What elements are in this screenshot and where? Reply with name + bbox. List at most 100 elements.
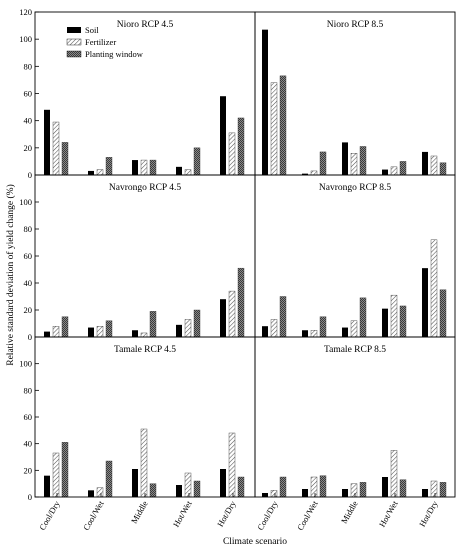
bar xyxy=(262,493,268,497)
y-tick-label: 80 xyxy=(24,385,33,395)
bar xyxy=(132,469,138,497)
panel-title: Navrongo RCP 8.5 xyxy=(319,183,391,193)
legend-label: Planting window xyxy=(85,49,144,59)
bar xyxy=(359,146,367,176)
bar xyxy=(44,109,50,175)
y-tick-label: 20 xyxy=(24,465,33,475)
bar xyxy=(302,489,308,497)
bar xyxy=(310,330,318,338)
bar xyxy=(279,75,287,176)
legend-swatch xyxy=(66,38,82,46)
y-tick-label: 40 xyxy=(24,116,33,126)
bar xyxy=(105,460,113,498)
bar xyxy=(184,472,192,498)
bar xyxy=(220,299,226,337)
y-tick-label: 60 xyxy=(24,89,33,99)
x-tick-label: Cool/Dry xyxy=(255,498,280,531)
bar xyxy=(228,432,236,498)
bar xyxy=(390,294,398,338)
bar xyxy=(220,469,226,497)
bar xyxy=(105,320,113,338)
bar xyxy=(342,142,348,175)
bar xyxy=(149,311,157,338)
y-tick-label: 60 xyxy=(24,251,33,261)
bar xyxy=(52,452,60,498)
bar xyxy=(176,166,182,175)
panel: Navrongo RCP 8.5 xyxy=(254,174,456,338)
bar xyxy=(262,326,268,337)
y-tick-label: 20 xyxy=(24,143,33,153)
bar xyxy=(132,160,138,175)
bar xyxy=(88,490,94,497)
y-axis-title: Relative standard deviation of yield cha… xyxy=(5,184,16,366)
bar xyxy=(342,489,348,497)
panel: 0 20 40 60 80 100 Navrongo RCP 4.5 xyxy=(19,174,256,342)
bar xyxy=(52,121,60,176)
bar xyxy=(430,480,438,498)
bar xyxy=(270,319,278,338)
bar xyxy=(52,326,60,338)
bar xyxy=(184,169,192,176)
panel: Cool/Dry Cool/Wet Middle Hot/Wet Hot/Dry Tama… xyxy=(254,336,456,532)
bar xyxy=(319,475,327,498)
plot-area: 0 20 40 60 80 100 120 Nioro RCP 4.5 Nioro RCP 8.… xyxy=(19,7,456,532)
bar xyxy=(302,330,308,337)
bar xyxy=(44,331,50,337)
bar xyxy=(359,482,367,498)
bar xyxy=(176,324,182,337)
bar xyxy=(399,305,407,338)
bar xyxy=(310,170,318,176)
panel: Nioro RCP 8.5 xyxy=(254,11,456,176)
bar xyxy=(262,29,268,175)
bar xyxy=(220,96,226,175)
bar xyxy=(61,442,69,498)
bar xyxy=(279,476,287,498)
x-tick-label: Cool/Wet xyxy=(295,498,320,532)
x-tick-label: Middle xyxy=(339,499,360,525)
bar xyxy=(237,117,245,176)
bar xyxy=(359,297,367,338)
x-axis-title: Climate scenario xyxy=(223,537,287,547)
panel: 0 20 40 60 80 100 120 Nioro RCP 4.5 xyxy=(19,7,256,180)
panel: 0 20 40 60 80 100 Cool/Dry Cool/Wet Middle Hot/We… xyxy=(19,336,256,532)
y-tick-label: 100 xyxy=(19,197,32,207)
bar xyxy=(193,147,201,176)
y-tick-label: 100 xyxy=(19,34,32,44)
y-tick-label: 40 xyxy=(24,439,33,449)
bar xyxy=(88,170,94,175)
y-tick-label: 40 xyxy=(24,278,33,288)
x-tick-label: Middle xyxy=(129,499,150,525)
y-tick-label: 20 xyxy=(24,305,33,315)
bar xyxy=(382,308,388,337)
bar xyxy=(422,151,428,175)
legend-label: Soil xyxy=(85,25,99,35)
y-tick-label: 60 xyxy=(24,412,33,422)
bar xyxy=(422,268,428,337)
y-tick-label: 80 xyxy=(24,61,33,71)
bar xyxy=(193,309,201,338)
bar xyxy=(439,162,447,176)
bar xyxy=(149,483,157,498)
bar xyxy=(399,161,407,176)
bar xyxy=(61,142,69,176)
x-tick-label: Hot/Wet xyxy=(171,498,194,528)
bar xyxy=(319,316,327,338)
bar xyxy=(176,485,182,497)
bar xyxy=(439,482,447,498)
bar xyxy=(140,428,148,498)
bar xyxy=(439,289,447,338)
y-tick-label: 120 xyxy=(19,7,32,17)
bar xyxy=(237,476,245,498)
x-tick-label: Hot/Dry xyxy=(417,498,440,528)
bar xyxy=(228,132,236,176)
y-tick-label: 0 xyxy=(28,492,32,502)
bar xyxy=(132,330,138,337)
bar xyxy=(44,475,50,497)
bar xyxy=(237,267,245,338)
bar xyxy=(61,316,69,338)
bar xyxy=(382,169,388,175)
x-tick-label: Cool/Dry xyxy=(37,498,62,531)
bar xyxy=(149,159,157,176)
panel-title: Nioro RCP 4.5 xyxy=(117,20,174,30)
